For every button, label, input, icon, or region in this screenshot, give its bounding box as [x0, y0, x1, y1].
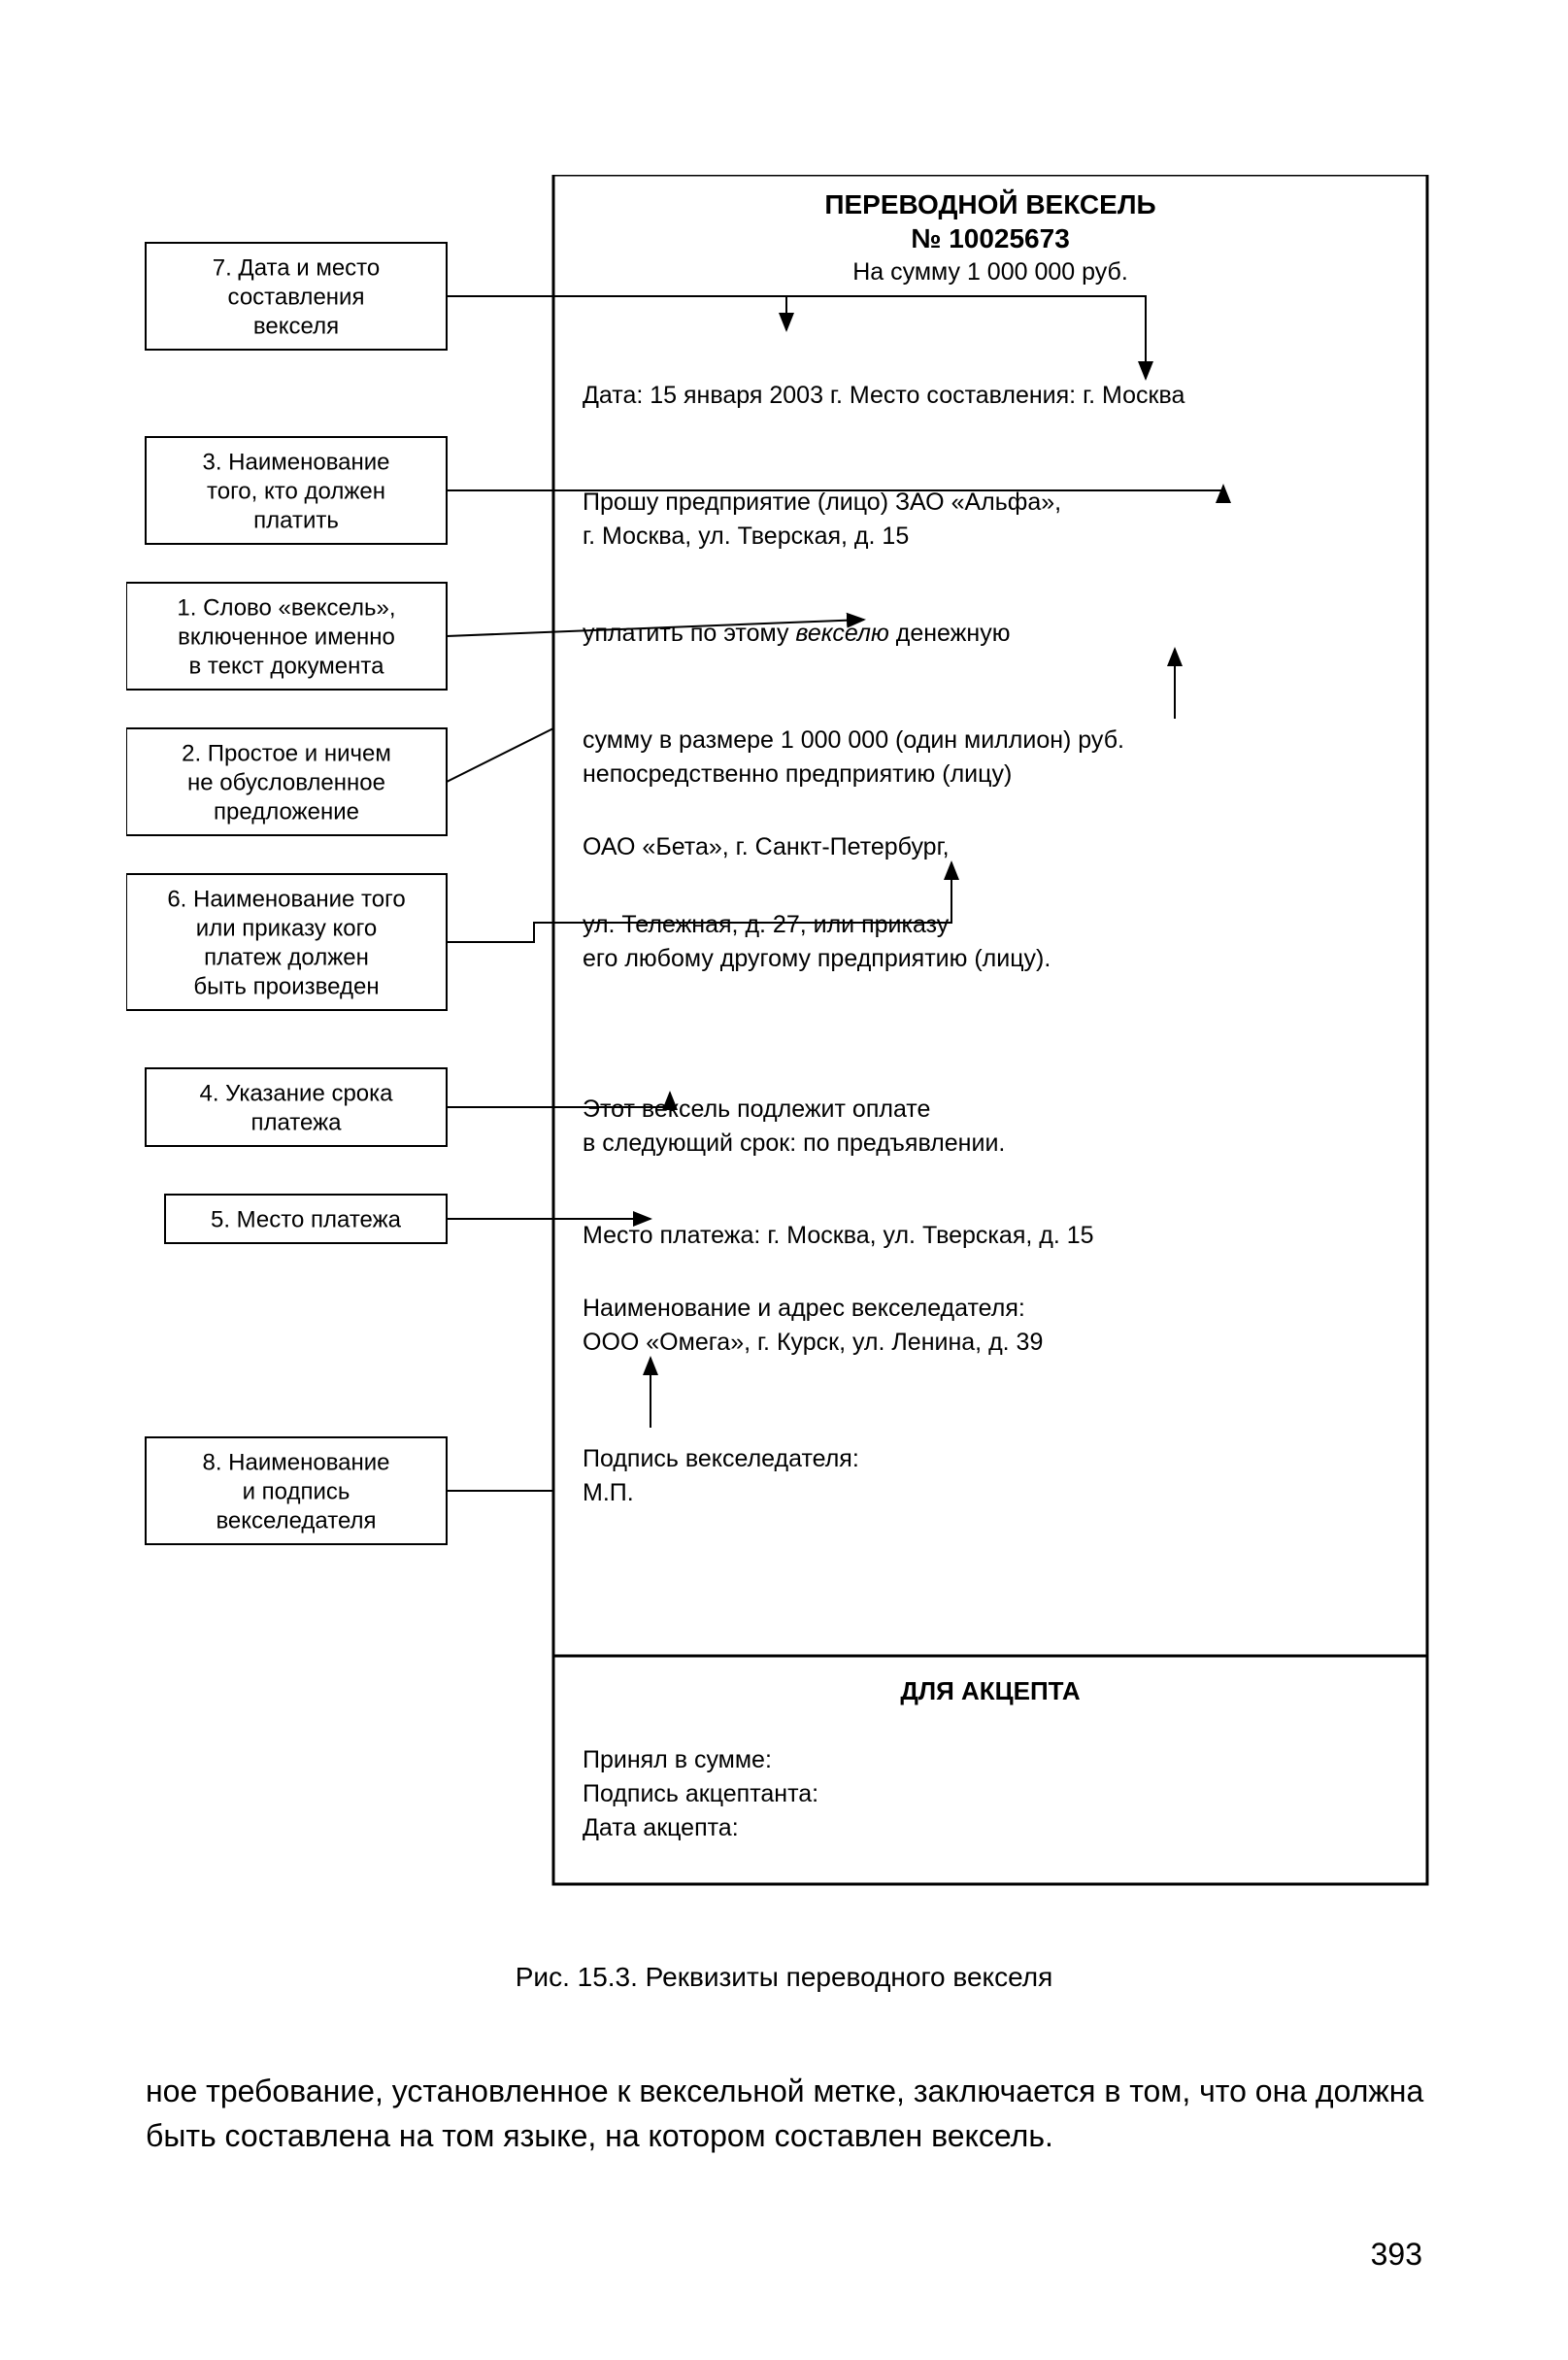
svg-text:Место платежа: г. Москва, ул.: Место платежа: г. Москва, ул. Тверская, … [583, 1222, 1094, 1249]
diagram-svg: ПЕРЕВОДНОЙ ВЕКСЕЛЬ № 10025673 На сумму 1 0… [126, 175, 1447, 1923]
svg-text:ДЛЯ АКЦЕПТА: ДЛЯ АКЦЕПТА [900, 1676, 1081, 1705]
svg-text:его любому другому предприятию: его любому другому предприятию (лицу). [583, 945, 1051, 972]
diagram: ПЕРЕВОДНОЙ ВЕКСЕЛЬ № 10025673 На сумму 1 0… [126, 175, 1447, 1923]
svg-text:в следующий срок: по предъявле: в следующий срок: по предъявлении. [583, 1129, 1005, 1157]
svg-text:ул. Тележная, д. 27, или прика: ул. Тележная, д. 27, или приказу [583, 911, 950, 938]
svg-text:Дата: 15 января 2003 г. Место: Дата: 15 января 2003 г. Место составлени… [583, 382, 1184, 409]
svg-text:1. Слово «вексель»,включенное: 1. Слово «вексель»,включенное именнов те… [177, 594, 395, 679]
svg-text:На сумму 1 000 000 руб.: На сумму 1 000 000 руб. [852, 258, 1128, 286]
svg-text:г. Москва, ул. Тверская, д. 15: г. Москва, ул. Тверская, д. 15 [583, 523, 909, 550]
page: ПЕРЕВОДНОЙ ВЕКСЕЛЬ № 10025673 На сумму 1 0… [0, 0, 1568, 2360]
svg-text:сумму в размере 1 000 000 (оди: сумму в размере 1 000 000 (один миллион)… [583, 726, 1124, 754]
svg-text:непосредственно предприятию (л: непосредственно предприятию (лицу) [583, 760, 1012, 788]
svg-text:М.П.: М.П. [583, 1479, 634, 1506]
svg-text:Этот вексель подлежит оплате: Этот вексель подлежит оплате [583, 1096, 930, 1123]
svg-text:Наименование и адрес векселеда: Наименование и адрес векселедателя: [583, 1295, 1025, 1322]
svg-text:5. Место платежа: 5. Место платежа [211, 1206, 402, 1232]
svg-text:№ 10025673: № 10025673 [911, 223, 1070, 253]
body-paragraph: ное требование, установленное к вексельн… [146, 2069, 1427, 2159]
svg-text:Дата акцепта:: Дата акцепта: [583, 1814, 739, 1841]
svg-text:ПЕРЕВОДНОЙ ВЕКСЕЛЬ: ПЕРЕВОДНОЙ ВЕКСЕЛЬ [824, 188, 1155, 219]
figure-caption: Рис. 15.3. Реквизиты переводного векселя [0, 1962, 1568, 1993]
svg-text:Прошу предприятие (лицо) ЗАО «: Прошу предприятие (лицо) ЗАО «Альфа», [583, 489, 1061, 516]
svg-text:Принял в сумме:: Принял в сумме: [583, 1746, 772, 1773]
svg-text:Подпись акцептанта:: Подпись акцептанта: [583, 1780, 818, 1807]
svg-text:Подпись векселедателя:: Подпись векселедателя: [583, 1445, 859, 1472]
svg-text:ОАО «Бета», г. Санкт-Петербург: ОАО «Бета», г. Санкт-Петербург, [583, 833, 950, 860]
page-number: 393 [1371, 2237, 1422, 2273]
svg-text:уплатить по этому векселю дене: уплатить по этому векселю денежную [583, 620, 1010, 647]
svg-text:ООО «Омега», г. Курск, ул. Лен: ООО «Омега», г. Курск, ул. Ленина, д. 39 [583, 1329, 1043, 1356]
